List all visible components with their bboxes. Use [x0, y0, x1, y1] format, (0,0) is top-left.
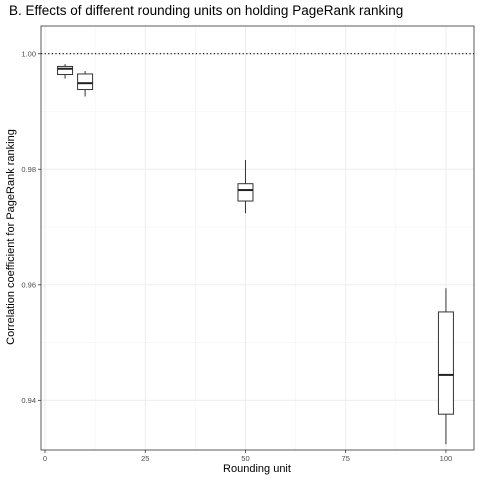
x-axis: 0 25 50 75 100	[43, 450, 452, 463]
box-iqr	[437, 311, 454, 415]
x-tick-label: 75	[342, 454, 350, 463]
y-axis: 0.94 0.96 0.98 1.00	[21, 49, 41, 405]
plot-border	[40, 25, 475, 451]
y-tick-label: 0.96	[21, 280, 36, 289]
box-5	[57, 64, 74, 79]
chart-title: B. Effects of different rounding units o…	[9, 3, 404, 18]
box-100	[437, 288, 454, 445]
x-axis-title: Rounding unit	[223, 463, 291, 475]
x-tick-label: 100	[440, 454, 453, 463]
y-tick-label: 0.98	[21, 165, 36, 174]
y-tick-label: 1.00	[21, 49, 36, 58]
boxes-group	[57, 64, 454, 445]
x-tick-label: 50	[241, 454, 249, 463]
box-50	[237, 160, 254, 214]
box-iqr	[77, 73, 94, 91]
y-axis-title: Correlation coefficient for PageRank ran…	[5, 129, 17, 345]
y-tick-label: 0.94	[21, 396, 36, 405]
box-iqr	[57, 65, 74, 76]
box-iqr	[237, 183, 254, 202]
x-tick-label: 25	[141, 454, 149, 463]
plot-background	[41, 26, 474, 450]
x-tick-label: 0	[43, 454, 47, 463]
box-10	[77, 71, 94, 97]
